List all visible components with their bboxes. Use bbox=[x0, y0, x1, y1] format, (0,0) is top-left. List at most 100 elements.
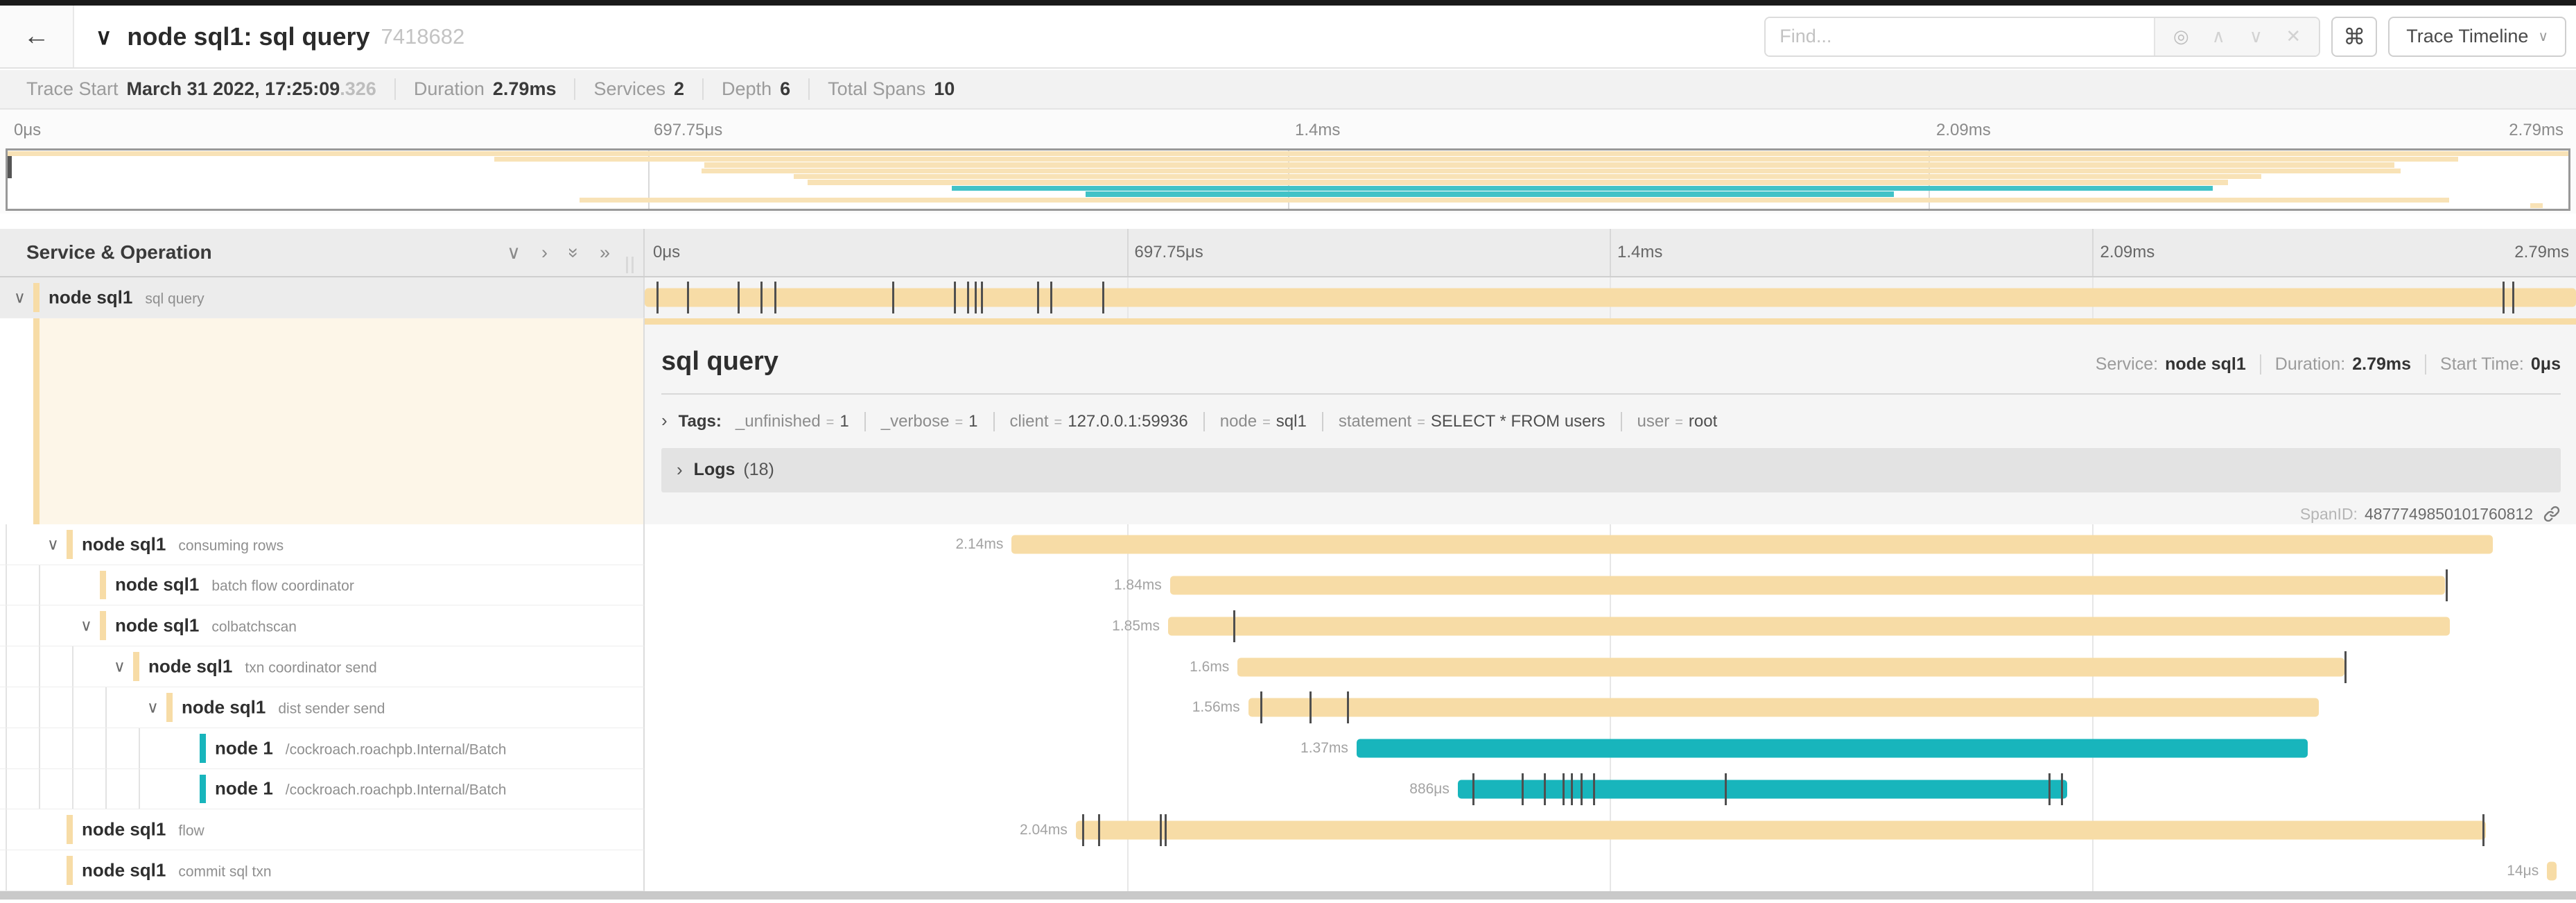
span-log-tick[interactable] bbox=[774, 282, 776, 314]
span-log-tick[interactable] bbox=[2344, 651, 2347, 683]
keyboard-shortcuts-button[interactable]: ⌘ bbox=[2331, 16, 2378, 57]
span-bar[interactable] bbox=[1248, 698, 2320, 717]
span-timeline-cell[interactable]: 2.04ms bbox=[645, 809, 2576, 851]
span-log-tick[interactable] bbox=[2512, 282, 2515, 314]
back-button[interactable]: ← bbox=[0, 6, 74, 67]
tree-expand-chevron-icon[interactable]: ∨ bbox=[147, 698, 159, 716]
span-name-cell[interactable]: node sql1 batch flow coordinator bbox=[0, 565, 645, 606]
span-log-tick[interactable] bbox=[1164, 814, 1167, 846]
expand-one-icon[interactable]: › bbox=[541, 241, 548, 263]
span-log-tick[interactable] bbox=[1233, 610, 1236, 642]
span-name-cell[interactable]: node 1/cockroach.roachpb.Internal/Batch bbox=[0, 768, 645, 810]
span-log-tick[interactable] bbox=[2061, 773, 2064, 805]
span-log-tick[interactable] bbox=[1097, 814, 1100, 846]
tree-expand-chevron-icon[interactable]: ∨ bbox=[114, 657, 125, 676]
span-log-tick[interactable] bbox=[1036, 282, 1039, 314]
span-row[interactable]: ∨ node sql1 consuming rows 2.14ms bbox=[0, 524, 2576, 565]
span-name-cell[interactable]: node 1/cockroach.roachpb.Internal/Batch bbox=[0, 728, 645, 769]
span-bar[interactable] bbox=[2547, 861, 2557, 881]
span-bar[interactable] bbox=[1169, 576, 2445, 595]
span-name-cell[interactable]: ∨ node sql1 txn coordinator send bbox=[0, 646, 645, 687]
span-bar[interactable] bbox=[1356, 739, 2308, 758]
span-bar[interactable] bbox=[1011, 535, 2494, 554]
column-resize-grip[interactable] bbox=[626, 257, 634, 273]
collapse-one-icon[interactable]: ∨ bbox=[507, 241, 521, 263]
span-log-tick[interactable] bbox=[656, 282, 659, 314]
logs-accordion[interactable]: › Logs (18) bbox=[661, 447, 2561, 492]
deep-link-icon[interactable] bbox=[2543, 505, 2561, 523]
tree-expand-chevron-icon[interactable]: ∨ bbox=[80, 616, 92, 635]
span-timeline-cell[interactable]: 1.56ms bbox=[645, 687, 2576, 728]
span-name-cell[interactable]: node sql1 flow bbox=[0, 809, 645, 851]
span-log-tick[interactable] bbox=[2445, 569, 2448, 601]
horizontal-scrollbar-track[interactable] bbox=[0, 891, 2576, 900]
span-row[interactable]: node sql1 commit sql txn 14μs bbox=[0, 850, 2576, 891]
span-row[interactable]: ∨ node sql1 txn coordinator send 1.6ms bbox=[0, 646, 2576, 687]
span-timeline-cell[interactable]: 1.37ms bbox=[645, 728, 2576, 769]
locate-icon[interactable]: ◎ bbox=[2173, 26, 2189, 46]
span-log-tick[interactable] bbox=[1346, 691, 1349, 724]
span-log-tick[interactable] bbox=[1593, 773, 1596, 805]
span-row[interactable]: node sql1 batch flow coordinator 1.84ms bbox=[0, 565, 2576, 606]
span-log-tick[interactable] bbox=[2482, 814, 2485, 846]
view-selector-button[interactable]: Trace Timeline ∨ bbox=[2388, 16, 2566, 57]
span-log-tick[interactable] bbox=[1581, 773, 1583, 805]
span-log-tick[interactable] bbox=[737, 282, 740, 314]
span-bar[interactable] bbox=[1457, 780, 2067, 799]
span-log-tick[interactable] bbox=[2503, 282, 2505, 314]
span-log-tick[interactable] bbox=[1571, 773, 1574, 805]
find-next-icon[interactable]: ∨ bbox=[2249, 26, 2263, 46]
span-bar[interactable] bbox=[1237, 657, 2344, 677]
span-row[interactable]: node 1/cockroach.roachpb.Internal/Batch 1… bbox=[0, 728, 2576, 769]
span-timeline-cell[interactable]: 1.6ms bbox=[645, 646, 2576, 687]
span-timeline-cell[interactable]: 1.84ms bbox=[645, 565, 2576, 606]
span-log-tick[interactable] bbox=[967, 282, 970, 314]
span-timeline-cell[interactable]: 1.85ms bbox=[645, 605, 2576, 647]
span-log-tick[interactable] bbox=[1260, 691, 1263, 724]
span-name-cell[interactable]: ∨ node sql1 sql query bbox=[0, 277, 645, 318]
span-bar[interactable] bbox=[645, 288, 2576, 307]
span-log-tick[interactable] bbox=[975, 282, 977, 314]
span-row[interactable]: node sql1 flow 2.04ms bbox=[0, 809, 2576, 851]
span-log-tick[interactable] bbox=[1102, 282, 1105, 314]
span-log-tick[interactable] bbox=[2048, 773, 2051, 805]
span-log-tick[interactable] bbox=[760, 282, 763, 314]
tree-expand-chevron-icon[interactable]: ∨ bbox=[14, 288, 26, 307]
span-row[interactable]: ∨ node sql1 colbatchscan 1.85ms bbox=[0, 605, 2576, 647]
span-row[interactable]: node 1/cockroach.roachpb.Internal/Batch 8… bbox=[0, 768, 2576, 810]
span-name-cell[interactable]: ∨ node sql1 dist sender send bbox=[0, 687, 645, 728]
span-log-tick[interactable] bbox=[891, 282, 894, 314]
span-row[interactable]: ∨ node sql1 dist sender send 1.56ms bbox=[0, 687, 2576, 728]
find-clear-icon[interactable]: ✕ bbox=[2286, 26, 2301, 46]
span-bar[interactable] bbox=[1168, 617, 2450, 636]
span-log-tick[interactable] bbox=[1081, 814, 1084, 846]
tags-accordion[interactable]: › Tags: _unfinished = 1 _verbose = 1 client = 12… bbox=[661, 410, 2561, 431]
span-log-tick[interactable] bbox=[1521, 773, 1524, 805]
span-log-tick[interactable] bbox=[1562, 773, 1565, 805]
span-name-cell[interactable]: ∨ node sql1 consuming rows bbox=[0, 524, 645, 565]
span-timeline-cell[interactable]: 14μs bbox=[645, 850, 2576, 891]
span-name-cell[interactable]: node sql1 commit sql txn bbox=[0, 850, 645, 891]
minimap-scrubber-handle[interactable] bbox=[8, 155, 12, 178]
span-log-tick[interactable] bbox=[953, 282, 956, 314]
find-input[interactable] bbox=[1766, 17, 2155, 55]
find-prev-icon[interactable]: ∧ bbox=[2211, 26, 2225, 46]
span-timeline-cell[interactable] bbox=[645, 277, 2576, 318]
span-name-cell[interactable]: ∨ node sql1 colbatchscan bbox=[0, 605, 645, 647]
span-log-tick[interactable] bbox=[1309, 691, 1312, 724]
span-timeline-cell[interactable]: 886μs bbox=[645, 768, 2576, 810]
span-log-tick[interactable] bbox=[980, 282, 983, 314]
minimap-canvas[interactable] bbox=[6, 148, 2570, 211]
span-log-tick[interactable] bbox=[687, 282, 690, 314]
span-row[interactable]: ∨ node sql1 sql query bbox=[0, 277, 2576, 318]
collapse-header-chevron-icon[interactable]: ∨ bbox=[96, 24, 112, 49]
span-log-tick[interactable] bbox=[1472, 773, 1475, 805]
span-log-tick[interactable] bbox=[1050, 282, 1053, 314]
span-log-tick[interactable] bbox=[1159, 814, 1162, 846]
expand-all-icon[interactable]: » bbox=[599, 241, 610, 263]
span-bar[interactable] bbox=[1075, 820, 2487, 840]
collapse-all-icon[interactable]: » bbox=[563, 247, 584, 258]
span-timeline-cell[interactable]: 2.14ms bbox=[645, 524, 2576, 565]
span-log-tick[interactable] bbox=[1725, 773, 1728, 805]
tree-expand-chevron-icon[interactable]: ∨ bbox=[47, 535, 59, 553]
